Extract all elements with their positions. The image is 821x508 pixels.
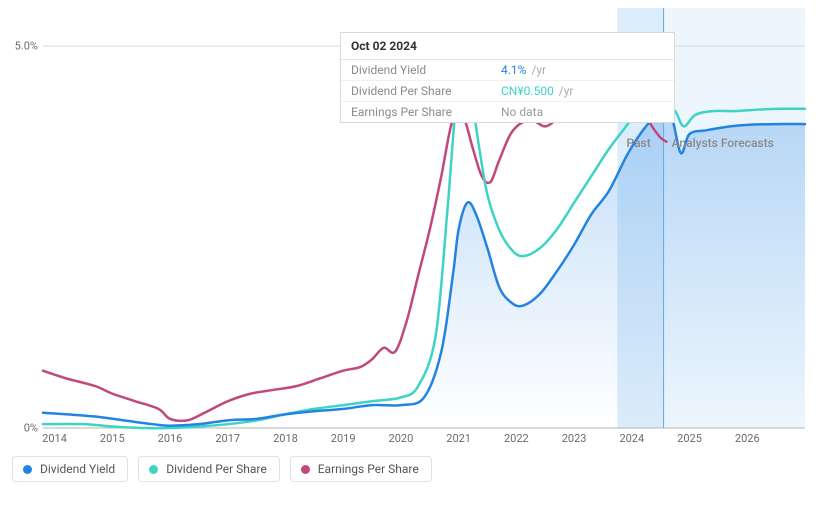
x-axis-label: 2015 xyxy=(100,432,125,445)
legend-label: Earnings Per Share xyxy=(318,462,419,476)
y-axis-label: 5.0% xyxy=(15,40,38,53)
legend-label: Dividend Yield xyxy=(40,462,115,476)
tooltip-title: Oct 02 2024 xyxy=(341,33,674,60)
x-axis-label: 2018 xyxy=(273,432,298,445)
legend: Dividend Yield Dividend Per Share Earnings… xyxy=(12,456,432,482)
x-axis-label: 2016 xyxy=(158,432,183,445)
x-axis-label: 2024 xyxy=(619,432,644,445)
legend-dot xyxy=(301,465,310,474)
x-axis-label: 2020 xyxy=(389,432,414,445)
x-axis-label: 2019 xyxy=(331,432,356,445)
x-axis-label: 2025 xyxy=(677,432,702,445)
x-axis-label: 2021 xyxy=(446,432,471,445)
tooltip-row-label: Dividend Per Share xyxy=(351,84,501,98)
tooltip-row-value: No data xyxy=(501,105,664,119)
tooltip-row: Earnings Per ShareNo data xyxy=(341,102,674,122)
legend-item-dividend-yield[interactable]: Dividend Yield xyxy=(12,456,128,482)
x-axis-label: 2014 xyxy=(42,432,67,445)
tooltip-row: Dividend Per ShareCN¥0.500 /yr xyxy=(341,81,674,102)
tooltip-row: Dividend Yield4.1% /yr xyxy=(341,60,674,81)
x-axis-label: 2022 xyxy=(504,432,529,445)
legend-dot xyxy=(149,465,158,474)
x-axis-label: 2026 xyxy=(735,432,760,445)
x-axis-label: 2023 xyxy=(562,432,587,445)
legend-item-earnings-per-share[interactable]: Earnings Per Share xyxy=(290,456,432,482)
legend-label: Dividend Per Share xyxy=(166,462,267,476)
dividend-chart: 0% 5.0% 2014 2015 2016 2017 2018 2019 2020 2021 2… xyxy=(8,8,813,500)
y-axis-label: 0% xyxy=(24,422,38,435)
tooltip-row-label: Earnings Per Share xyxy=(351,105,501,119)
dividend-yield-area xyxy=(43,107,805,428)
forecasts-band-label: Analysts Forecasts xyxy=(672,136,774,150)
past-band-label: Past xyxy=(626,136,650,150)
tooltip-row-label: Dividend Yield xyxy=(351,63,501,77)
x-axis-label: 2017 xyxy=(215,432,240,445)
tooltip-row-value: CN¥0.500 /yr xyxy=(501,84,664,98)
chart-tooltip: Oct 02 2024 Dividend Yield4.1% /yrDivide… xyxy=(340,32,675,123)
legend-dot xyxy=(23,465,32,474)
tooltip-row-value: 4.1% /yr xyxy=(501,63,664,77)
legend-item-dividend-per-share[interactable]: Dividend Per Share xyxy=(138,456,280,482)
